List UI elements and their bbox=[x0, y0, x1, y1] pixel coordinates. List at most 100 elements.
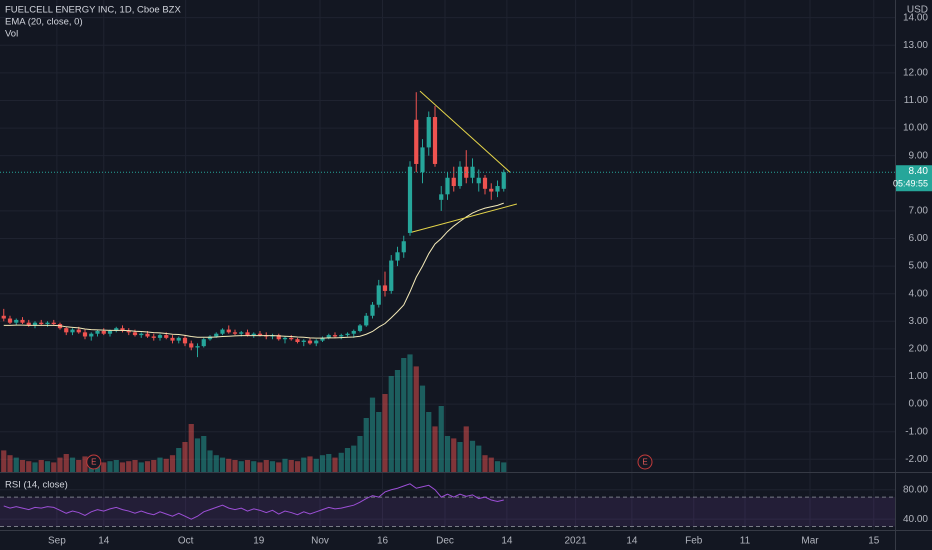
volume-bar bbox=[401, 358, 407, 472]
x-tick-label: Mar bbox=[801, 536, 819, 547]
x-tick-label: Sep bbox=[48, 536, 66, 547]
candle-body bbox=[120, 328, 125, 331]
candle-body bbox=[276, 335, 281, 340]
volume-bar bbox=[476, 445, 482, 472]
candle-body bbox=[170, 337, 175, 341]
x-tick-label: 2021 bbox=[565, 536, 588, 547]
volume-bar bbox=[382, 394, 388, 472]
candle-body bbox=[289, 337, 294, 340]
volume-bar bbox=[176, 448, 182, 472]
x-tick-label: 16 bbox=[377, 536, 389, 547]
candle-body bbox=[370, 304, 375, 316]
volume-bar bbox=[63, 454, 69, 472]
volume-bar bbox=[388, 376, 394, 472]
volume-bar bbox=[357, 436, 363, 472]
volume-bar bbox=[126, 461, 132, 472]
candle-body bbox=[151, 336, 156, 338]
candle-body bbox=[39, 322, 44, 325]
symbol-title: FUELCELL ENERGY INC, 1D, Cboe BZX bbox=[5, 5, 181, 16]
volume-bar bbox=[163, 458, 169, 472]
y-tick-label: 9.00 bbox=[909, 150, 929, 161]
volume-bar bbox=[463, 426, 469, 472]
y-tick-label: 12.00 bbox=[903, 68, 928, 79]
currency: USD bbox=[907, 5, 928, 16]
volume-bar bbox=[488, 457, 494, 472]
y-tick-label: 5.00 bbox=[909, 261, 929, 272]
candle-body bbox=[232, 332, 238, 334]
volume-bar bbox=[432, 426, 438, 472]
candle-body bbox=[407, 166, 413, 233]
volume-bar bbox=[363, 418, 369, 472]
candle-body bbox=[489, 188, 494, 192]
candle-body bbox=[495, 186, 500, 192]
volume-bar bbox=[138, 462, 144, 472]
y-tick-label: 10.00 bbox=[903, 123, 928, 134]
event-marker bbox=[637, 454, 653, 470]
volume-bar bbox=[201, 436, 207, 472]
volume-bar bbox=[238, 461, 244, 472]
candle-body bbox=[126, 330, 131, 333]
volume-bar bbox=[326, 454, 332, 472]
volume-bar bbox=[482, 455, 488, 472]
volume-bar bbox=[294, 461, 301, 472]
volume-bar bbox=[7, 455, 13, 472]
y-tick-label: 3.00 bbox=[909, 316, 929, 327]
candle-body bbox=[176, 337, 181, 341]
volume-bar bbox=[44, 461, 51, 472]
candle-body bbox=[101, 330, 106, 334]
candle-body bbox=[320, 337, 325, 341]
volume-bar bbox=[257, 462, 263, 472]
volume-bar bbox=[119, 462, 126, 472]
candle-body bbox=[439, 194, 444, 200]
y-tick-label: 2.00 bbox=[909, 344, 929, 355]
candle-body bbox=[464, 166, 469, 178]
rsi-line bbox=[3, 483, 504, 520]
rsi-legend: RSI (14, close) bbox=[5, 480, 68, 491]
trendline bbox=[419, 90, 511, 173]
candle-body bbox=[51, 322, 56, 325]
volume-bar bbox=[376, 412, 382, 472]
volume-bar bbox=[301, 457, 307, 472]
volume-bar bbox=[244, 460, 251, 472]
volume-bar bbox=[288, 460, 294, 472]
x-tick-label: Dec bbox=[436, 536, 454, 547]
volume-bar bbox=[338, 452, 344, 472]
last-price-label: 8.40 bbox=[909, 166, 929, 177]
candle-body bbox=[207, 336, 213, 340]
candle-body bbox=[482, 177, 488, 189]
x-tick-label: 19 bbox=[253, 536, 265, 547]
x-tick-label: 15 bbox=[868, 536, 880, 547]
volume-bar bbox=[38, 460, 44, 472]
candle-body bbox=[314, 340, 319, 344]
rsi-band bbox=[0, 497, 895, 527]
y-tick-label: 7.00 bbox=[909, 206, 929, 217]
volume-bar bbox=[169, 455, 176, 472]
candle-body bbox=[164, 335, 169, 338]
candle-body bbox=[182, 337, 188, 344]
candle-body bbox=[351, 330, 356, 334]
x-tick-label: Oct bbox=[178, 536, 194, 547]
candle-body bbox=[32, 322, 38, 326]
candle-body bbox=[357, 325, 363, 331]
candle-body bbox=[332, 335, 338, 337]
candle-body bbox=[89, 333, 94, 337]
volume-bar bbox=[282, 458, 288, 472]
volume-bar bbox=[251, 461, 257, 472]
candle-body bbox=[1, 315, 6, 319]
x-tick-label: 14 bbox=[501, 536, 513, 547]
candle-body bbox=[257, 333, 263, 336]
candle-body bbox=[114, 328, 119, 331]
volume-bar bbox=[157, 457, 163, 472]
volume-bar bbox=[501, 462, 507, 472]
y-tick-label: -1.00 bbox=[905, 426, 928, 437]
candle-body bbox=[470, 166, 475, 178]
candle-body bbox=[14, 319, 19, 323]
volume-bar bbox=[144, 461, 151, 472]
volume-bar bbox=[182, 442, 188, 472]
volume-bar bbox=[438, 406, 444, 472]
volume-bar bbox=[232, 460, 238, 472]
volume-bar bbox=[413, 366, 419, 472]
volume-bar bbox=[19, 460, 26, 472]
volume-bar bbox=[1, 450, 7, 472]
